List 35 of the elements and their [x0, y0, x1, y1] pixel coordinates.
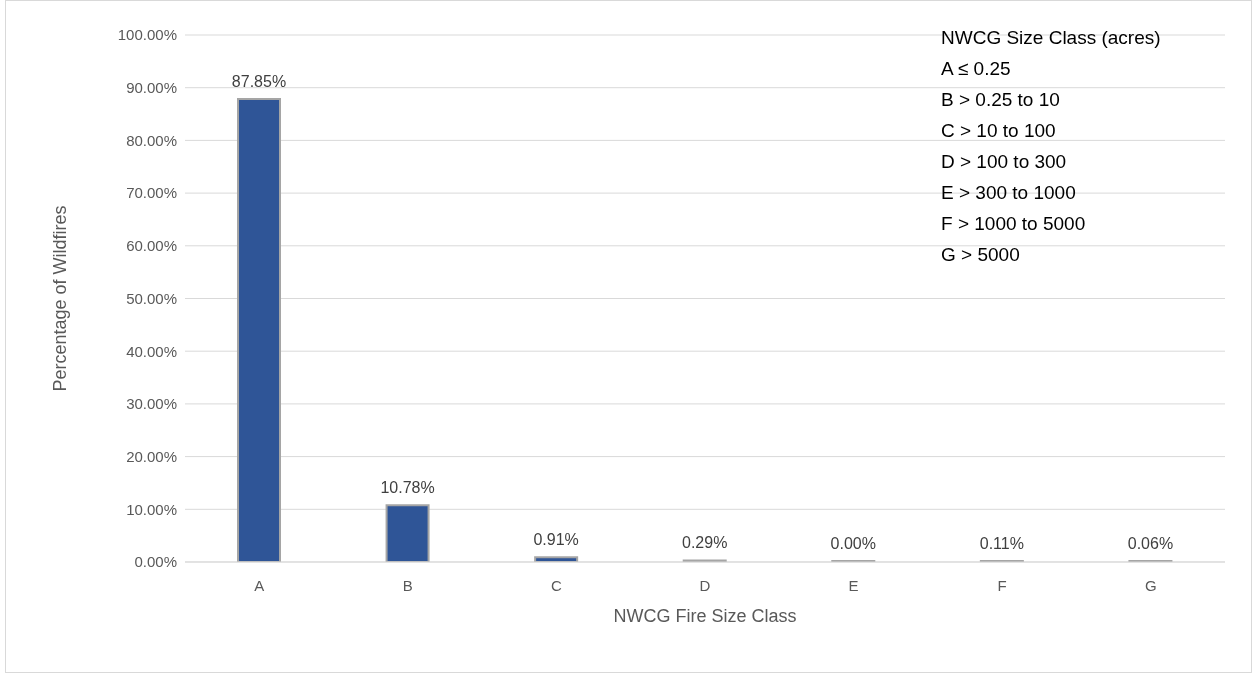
x-tick-label: A: [254, 576, 265, 594]
annotation: A ≤ 0.25: [941, 57, 1012, 81]
x-tick-label: F: [997, 576, 1007, 594]
annotation: F > 1000 to 5000: [941, 212, 1087, 236]
y-tick-label: 10.00%: [126, 500, 177, 518]
data-label: 87.85%: [231, 73, 287, 91]
x-tick-label: C: [551, 576, 563, 594]
x-tick-label: G: [1144, 576, 1157, 594]
y-tick-label: 30.00%: [126, 395, 177, 413]
annotation: B > 0.25 to 10: [941, 88, 1061, 112]
data-label: 0.00%: [830, 535, 876, 552]
y-tick-label: 80.00%: [126, 131, 177, 149]
data-label: 10.78%: [380, 479, 435, 497]
x-tick-label: B: [402, 576, 413, 594]
y-tick-label: 90.00%: [126, 79, 177, 97]
data-label: 0.91%: [533, 531, 579, 549]
y-tick-label: 40.00%: [126, 342, 177, 360]
annotation: G > 5000: [941, 243, 1021, 267]
y-tick-label: 50.00%: [126, 289, 177, 307]
y-tick-label: 60.00%: [126, 237, 177, 255]
annotation: NWCG Size Class (acres): [941, 26, 1161, 50]
y-tick-label: 20.00%: [126, 447, 177, 465]
annotation: E > 300 to 1000: [941, 181, 1077, 205]
annotation: D > 100 to 300: [941, 150, 1068, 174]
data-label: 0.29%: [682, 534, 728, 552]
y-tick-label: 70.00%: [126, 184, 177, 202]
x-tick-label: E: [848, 576, 859, 594]
annotation: C > 10 to 100: [941, 119, 1057, 143]
y-tick-label: 100.00%: [117, 26, 177, 44]
data-label: 0.11%: [979, 535, 1024, 552]
x-tick-label: D: [699, 576, 711, 594]
y-axis-title: Percentage of Wildfires: [50, 205, 71, 392]
x-axis-title: NWCG Fire Size Class: [613, 606, 797, 626]
data-label: 0.06%: [1127, 535, 1174, 552]
y-tick-label: 0.00%: [134, 553, 177, 571]
